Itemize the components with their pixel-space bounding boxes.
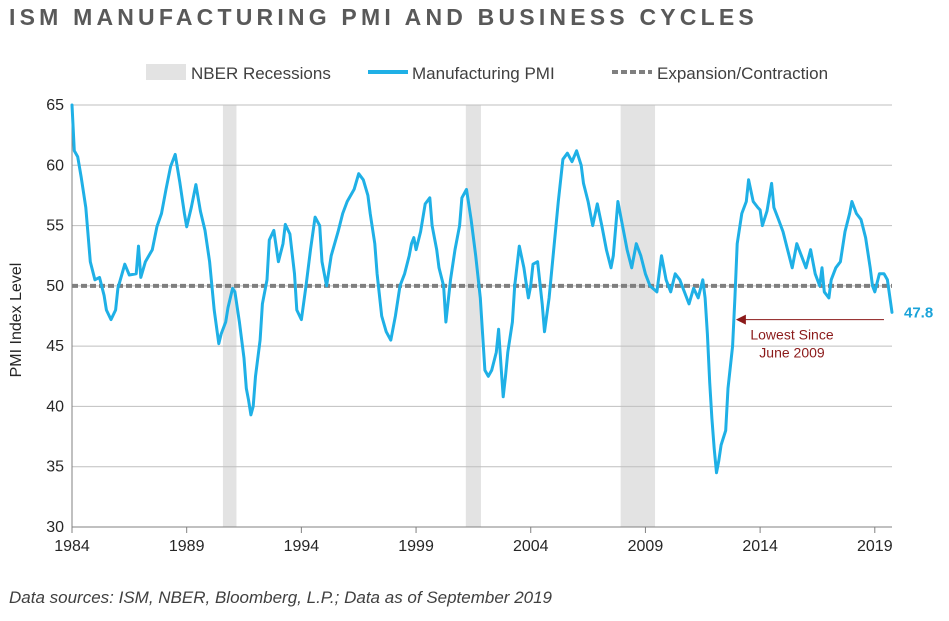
- legend-recession-swatch: [146, 64, 186, 80]
- x-tick-label-2019: 2019: [857, 538, 893, 555]
- annotation-text-line-1: June 2009: [759, 345, 825, 361]
- x-tick-label-1989: 1989: [169, 538, 205, 555]
- y-tick-label-30: 30: [46, 519, 64, 536]
- series-group: [70, 103, 894, 475]
- y-tick-label-60: 60: [46, 157, 64, 174]
- x-tick-label-1994: 1994: [284, 538, 320, 555]
- x-tick-label-1984: 1984: [54, 538, 90, 555]
- end-value-label: 47.8: [904, 304, 933, 321]
- y-tick-label-50: 50: [46, 278, 64, 295]
- recession-band-2: [620, 105, 656, 527]
- y-tick-label-55: 55: [46, 218, 64, 235]
- source-note: Data sources: ISM, NBER, Bloomberg, L.P.…: [9, 588, 553, 607]
- chart-legend: NBER Recessions Manufacturing PMI Expans…: [146, 64, 828, 83]
- legend-recession-label: NBER Recessions: [191, 64, 331, 83]
- x-tick-label-2014: 2014: [742, 538, 778, 555]
- pmi-series-line: [70, 103, 894, 475]
- annotation-group: 47.8 Lowest Since June 2009: [735, 304, 933, 361]
- legend-threshold-label: Expansion/Contraction: [657, 64, 828, 83]
- annotation-text-line-0: Lowest Since: [750, 327, 833, 343]
- annotation-arrow-head: [735, 314, 746, 325]
- y-axis-label: PMI Index Level: [8, 263, 25, 378]
- y-tick-label-40: 40: [46, 398, 64, 415]
- y-tick-label-65: 65: [46, 97, 64, 114]
- axes: 30 35 40 45 50 55 60 65 1984 1989 1994 1999 2004 2009…: [46, 97, 892, 555]
- y-tick-label-35: 35: [46, 459, 64, 476]
- recession-bands: [222, 105, 656, 527]
- x-tick-label-2009: 2009: [628, 538, 664, 555]
- x-tick-label-2004: 2004: [513, 538, 549, 555]
- recession-band-0: [222, 105, 237, 527]
- recession-band-1: [465, 105, 481, 527]
- legend-pmi-label: Manufacturing PMI: [412, 64, 555, 83]
- y-tick-label-45: 45: [46, 338, 64, 355]
- x-tick-label-1999: 1999: [398, 538, 434, 555]
- chart-title: ISM MANUFACTURING PMI AND BUSINESS CYCLE…: [9, 4, 758, 30]
